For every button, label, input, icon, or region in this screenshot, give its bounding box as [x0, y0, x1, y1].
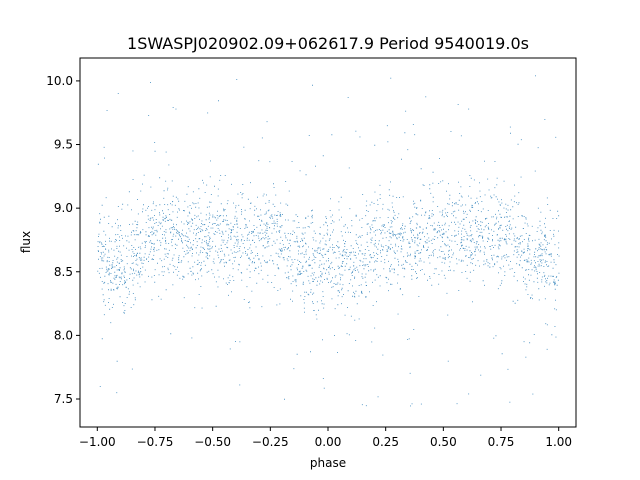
y-tick-label: 9.5	[54, 138, 73, 152]
y-tick-label: 9.0	[54, 201, 73, 215]
x-tick-label: −1.00	[79, 435, 116, 449]
x-tick-label: 0.50	[430, 435, 457, 449]
y-tick-label: 10.0	[46, 74, 73, 88]
x-tick-label: −0.50	[194, 435, 231, 449]
plot-frame	[79, 57, 577, 428]
x-tick-label: 1.00	[545, 435, 572, 449]
x-tick-label: 0.25	[372, 435, 399, 449]
x-axis-label: phase	[310, 456, 346, 470]
x-axis: −1.00 −0.75 −0.50 −0.25 0.00 0.25 0.50 0.75 1.00	[79, 427, 572, 449]
x-tick-label: −0.25	[252, 435, 289, 449]
scatter-points	[97, 75, 560, 407]
x-tick-label: 0.00	[315, 435, 342, 449]
x-tick-label: 0.75	[488, 435, 515, 449]
y-tick-label: 8.0	[54, 328, 73, 342]
chart-title: 1SWASPJ020902.09+062617.9 Period 9540019…	[127, 34, 529, 53]
x-tick-label: −0.75	[137, 435, 174, 449]
y-axis-label: flux	[19, 231, 33, 253]
y-tick-label: 8.5	[54, 265, 73, 279]
data-points	[97, 75, 560, 407]
y-axis: 7.5 8.0 8.5 9.0 9.5 10.0	[46, 74, 80, 406]
y-tick-label: 7.5	[54, 392, 73, 406]
